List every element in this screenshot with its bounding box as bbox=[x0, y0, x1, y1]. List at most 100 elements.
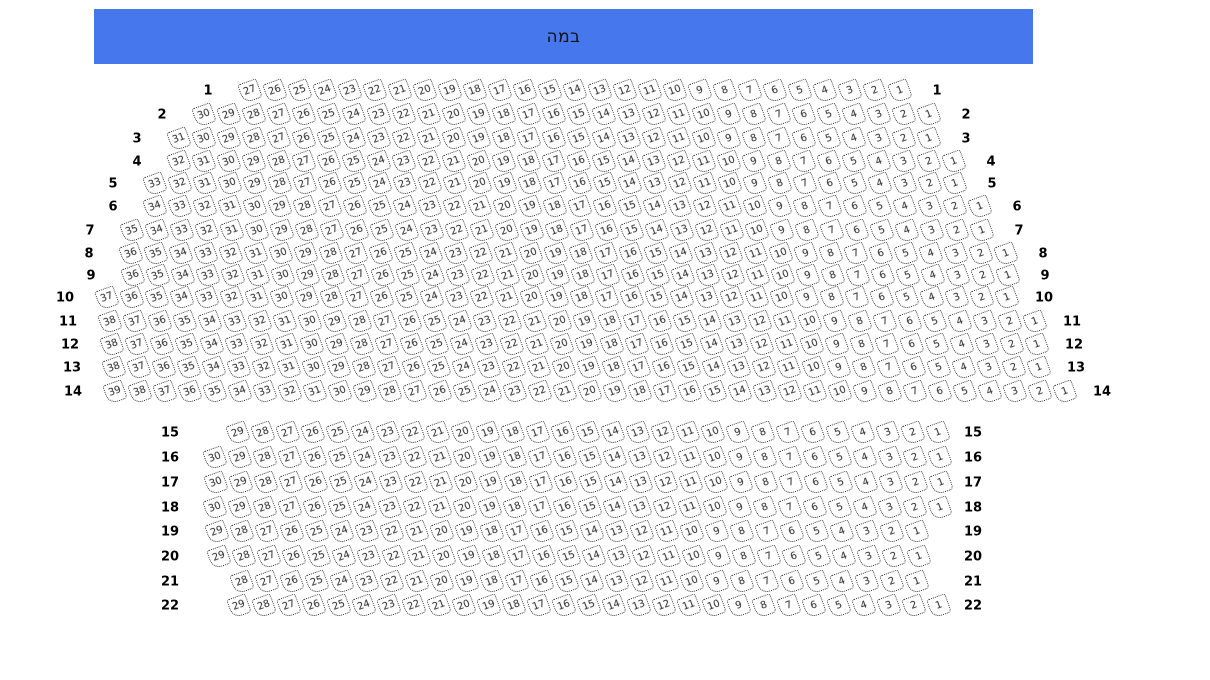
seat[interactable]: 21 bbox=[495, 263, 521, 289]
seat[interactable]: 27 bbox=[402, 379, 428, 405]
seat[interactable]: 8 bbox=[741, 126, 767, 152]
seat[interactable]: 23 bbox=[419, 218, 445, 244]
seat[interactable]: 9 bbox=[794, 285, 820, 311]
seat[interactable]: 4 bbox=[812, 78, 838, 104]
seat[interactable]: 28 bbox=[229, 569, 255, 595]
seat[interactable]: 8 bbox=[750, 420, 776, 446]
seat[interactable]: 6 bbox=[869, 285, 895, 311]
seat[interactable]: 1 bbox=[904, 569, 930, 595]
seat[interactable]: 6 bbox=[801, 593, 827, 619]
seat[interactable]: 9 bbox=[704, 569, 730, 595]
seat[interactable]: 31 bbox=[276, 355, 302, 381]
seat[interactable]: 29 bbox=[216, 102, 242, 128]
seat[interactable]: 11 bbox=[772, 309, 798, 335]
seat[interactable]: 8 bbox=[712, 78, 738, 104]
seat[interactable]: 35 bbox=[119, 218, 145, 244]
seat[interactable]: 20 bbox=[466, 149, 492, 175]
seat[interactable]: 4 bbox=[867, 171, 893, 197]
seat[interactable]: 4 bbox=[919, 285, 945, 311]
seat[interactable]: 27 bbox=[376, 355, 402, 381]
seat[interactable]: 7 bbox=[766, 102, 792, 128]
seat[interactable]: 12 bbox=[650, 420, 676, 446]
seat[interactable]: 5 bbox=[924, 332, 950, 358]
seat[interactable]: 23 bbox=[377, 495, 403, 521]
seat[interactable]: 11 bbox=[678, 470, 704, 496]
seat[interactable]: 11 bbox=[677, 445, 703, 471]
seat[interactable]: 13 bbox=[587, 78, 613, 104]
seat[interactable]: 15 bbox=[554, 519, 580, 545]
seat[interactable]: 21 bbox=[387, 78, 413, 104]
seat[interactable]: 33 bbox=[169, 218, 195, 244]
seat[interactable]: 10 bbox=[770, 263, 796, 289]
seat[interactable]: 28 bbox=[241, 102, 267, 128]
seat[interactable]: 7 bbox=[874, 332, 900, 358]
seat[interactable]: 37 bbox=[126, 355, 152, 381]
seat[interactable]: 16 bbox=[567, 171, 593, 197]
seat[interactable]: 22 bbox=[444, 218, 470, 244]
seat[interactable]: 21 bbox=[416, 102, 442, 128]
seat[interactable]: 38 bbox=[99, 332, 125, 358]
seat[interactable]: 5 bbox=[804, 569, 830, 595]
seat[interactable]: 2 bbox=[944, 218, 970, 244]
seat[interactable]: 31 bbox=[245, 263, 271, 289]
seat[interactable]: 27 bbox=[345, 263, 371, 289]
seat[interactable]: 1 bbox=[969, 218, 995, 244]
seat[interactable]: 21 bbox=[493, 241, 519, 267]
seat[interactable]: 7 bbox=[778, 470, 804, 496]
seat[interactable]: 20 bbox=[441, 102, 467, 128]
seat[interactable]: 2 bbox=[862, 78, 888, 104]
seat[interactable]: 12 bbox=[694, 218, 720, 244]
seat[interactable]: 10 bbox=[681, 544, 707, 570]
seat[interactable]: 11 bbox=[654, 569, 680, 595]
seat[interactable]: 10 bbox=[797, 309, 823, 335]
seat[interactable]: 34 bbox=[144, 218, 170, 244]
seat[interactable]: 16 bbox=[651, 355, 677, 381]
seat[interactable]: 18 bbox=[599, 332, 625, 358]
seat[interactable]: 4 bbox=[851, 593, 877, 619]
seat[interactable]: 27 bbox=[343, 241, 369, 267]
seat[interactable]: 17 bbox=[542, 171, 568, 197]
seat[interactable]: 34 bbox=[197, 309, 223, 335]
seat[interactable]: 23 bbox=[391, 149, 417, 175]
seat[interactable]: 16 bbox=[566, 149, 592, 175]
seat[interactable]: 2 bbox=[879, 569, 905, 595]
seat[interactable]: 16 bbox=[618, 241, 644, 267]
seat[interactable]: 25 bbox=[369, 218, 395, 244]
seat[interactable]: 26 bbox=[370, 263, 396, 289]
seat[interactable]: 36 bbox=[151, 355, 177, 381]
seat[interactable]: 16 bbox=[541, 102, 567, 128]
seat[interactable]: 5 bbox=[869, 218, 895, 244]
seat[interactable]: 4 bbox=[852, 495, 878, 521]
seat[interactable]: 24 bbox=[394, 218, 420, 244]
seat[interactable]: 9 bbox=[727, 495, 753, 521]
seat[interactable]: 24 bbox=[449, 332, 475, 358]
seat[interactable]: 1 bbox=[942, 171, 968, 197]
seat[interactable]: 24 bbox=[366, 149, 392, 175]
seat[interactable]: 37 bbox=[94, 285, 120, 311]
seat[interactable]: 6 bbox=[899, 332, 925, 358]
seat[interactable]: 8 bbox=[729, 519, 755, 545]
seat[interactable]: 28 bbox=[351, 355, 377, 381]
seat[interactable]: 2 bbox=[891, 102, 917, 128]
seat[interactable]: 21 bbox=[427, 495, 453, 521]
seat[interactable]: 6 bbox=[762, 78, 788, 104]
seat[interactable]: 37 bbox=[122, 309, 148, 335]
seat[interactable]: 12 bbox=[651, 593, 677, 619]
seat[interactable]: 18 bbox=[597, 309, 623, 335]
seat[interactable]: 29 bbox=[352, 379, 378, 405]
seat[interactable]: 20 bbox=[519, 285, 545, 311]
seat[interactable]: 11 bbox=[637, 78, 663, 104]
seat[interactable]: 23 bbox=[366, 102, 392, 128]
seat[interactable]: 5 bbox=[787, 78, 813, 104]
seat[interactable]: 22 bbox=[401, 593, 427, 619]
seat[interactable]: 34 bbox=[201, 355, 227, 381]
seat[interactable]: 26 bbox=[342, 194, 368, 220]
seat[interactable]: 30 bbox=[203, 470, 229, 496]
seat[interactable]: 28 bbox=[231, 544, 257, 570]
seat[interactable]: 36 bbox=[147, 309, 173, 335]
seat[interactable]: 10 bbox=[679, 569, 705, 595]
seat[interactable]: 18 bbox=[517, 171, 543, 197]
seat[interactable]: 6 bbox=[802, 445, 828, 471]
seat[interactable]: 10 bbox=[799, 332, 825, 358]
seat[interactable]: 11 bbox=[774, 332, 800, 358]
